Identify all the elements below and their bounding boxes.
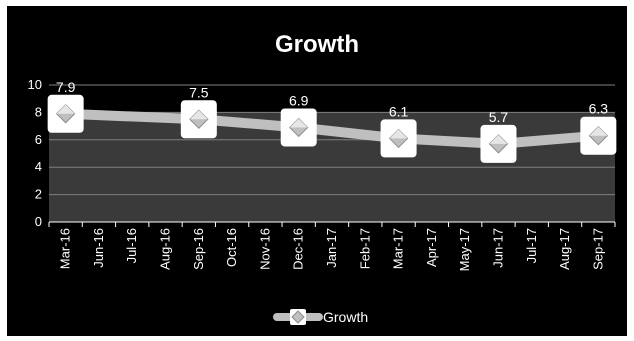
y-tick-8: 8	[35, 104, 42, 119]
x-tick-label-May-17: May-17	[457, 228, 472, 271]
point-highlight-Jun-17	[489, 134, 508, 144]
point-highlight-Sep-17	[589, 126, 608, 136]
data-label-Mar-16: 7.9	[56, 79, 76, 95]
x-tick-label-Jan-17: Jan-17	[324, 228, 339, 268]
y-tick-4: 4	[35, 159, 42, 174]
x-tick-label-Jun-17: Jun-17	[490, 228, 505, 268]
point-highlight-Sep-16	[189, 110, 208, 120]
point-highlight-Mar-16	[56, 104, 75, 114]
x-tick-label-Oct-16: Oct-16	[224, 228, 239, 267]
x-tick-label-Jul-17: Jul-17	[524, 228, 539, 263]
y-tick-2: 2	[35, 187, 42, 202]
x-tick-label-Nov-16: Nov-16	[257, 228, 272, 270]
x-tick-label-Apr-17: Apr-17	[424, 228, 439, 267]
legend-diamond-icon	[291, 310, 305, 324]
data-label-Sep-17: 6.3	[589, 101, 609, 117]
x-tick-label-Aug-16: Aug-16	[158, 228, 173, 270]
x-tick-label-Jul-16: Jul-16	[124, 228, 139, 263]
data-label-Mar-17: 6.1	[389, 103, 409, 119]
point-highlight-Dec-16	[289, 118, 308, 128]
x-tick-label-Mar-17: Mar-17	[391, 228, 406, 269]
x-axis-ticks: Mar-16 Jun-16 Jul-16 Aug-16 Sep-16 Oct-16 Nov-…	[48, 221, 616, 271]
point-highlight-Mar-17	[389, 129, 408, 139]
data-label-Dec-16: 6.9	[289, 92, 309, 108]
series-growth: 7.9 7.5 6.9 6.1 5.7 6.3	[47, 79, 617, 163]
x-tick-label-Aug-17: Aug-17	[557, 228, 572, 270]
x-tick-label-Feb-17: Feb-17	[357, 228, 372, 269]
x-tick-label-Dec-16: Dec-16	[291, 228, 306, 270]
x-tick-label-Jun-16: Jun-16	[91, 228, 106, 268]
data-label-Jun-17: 5.7	[489, 109, 509, 125]
legend-label: Growth	[323, 309, 368, 325]
data-label-Sep-16: 7.5	[189, 84, 209, 100]
legend: Growth	[273, 309, 368, 325]
y-axis-ticks: 0 2 4 6 8 10	[28, 77, 42, 229]
chart-title: Growth	[275, 31, 359, 58]
growth-chart: Growth 0 2 4 6 8 10 Mar-16 Jun-16 Jul-16 Aug-16 S…	[28, 31, 617, 325]
x-tick-label-Mar-16: Mar-16	[58, 228, 73, 269]
y-tick-6: 6	[35, 132, 42, 147]
y-tick-10: 10	[28, 77, 42, 92]
y-tick-0: 0	[35, 214, 42, 229]
x-tick-label-Sep-17: Sep-17	[590, 228, 605, 270]
x-tick-label-Sep-16: Sep-16	[191, 228, 206, 270]
chart-frame: Growth 0 2 4 6 8 10 Mar-16 Jun-16 Jul-16 Aug-16 S…	[7, 6, 627, 336]
